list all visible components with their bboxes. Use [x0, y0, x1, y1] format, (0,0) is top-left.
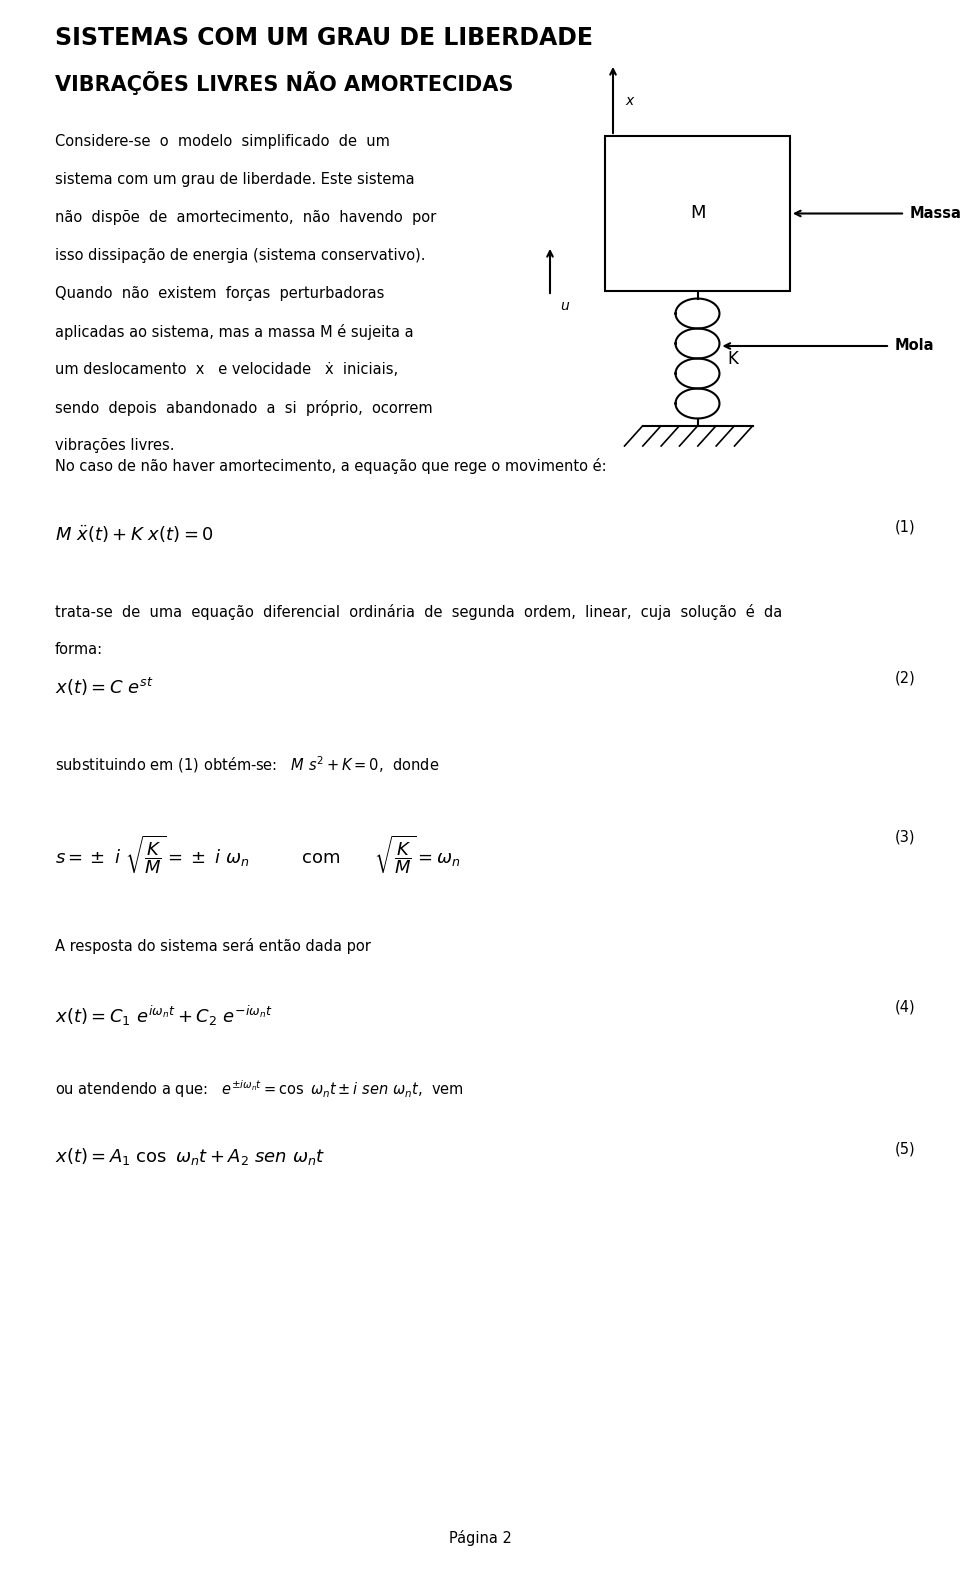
- Text: forma:: forma:: [55, 641, 103, 657]
- Text: $x(t) = A_1\ \cos\ \omega_n t + A_2\ \mathit{sen}\ \omega_n t$: $x(t) = A_1\ \cos\ \omega_n t + A_2\ \ma…: [55, 1146, 325, 1166]
- Text: um deslocamento  x   e velocidade   ẋ  iniciais,: um deslocamento x e velocidade ẋ iniciai…: [55, 362, 398, 377]
- Text: Página 2: Página 2: [448, 1530, 512, 1546]
- Text: (2): (2): [895, 671, 915, 686]
- Text: Mola: Mola: [895, 339, 934, 353]
- Text: substituindo em (1) obtém-se:   $M\ s^2 + K = 0$,  donde: substituindo em (1) obtém-se: $M\ s^2 + …: [55, 753, 440, 775]
- Text: sistema com um grau de liberdade. Este sistema: sistema com um grau de liberdade. Este s…: [55, 172, 415, 188]
- Text: ou atendendo a que:   $e^{\pm i\omega_n t} = \cos\ \omega_n t \pm i\ \mathit{sen: ou atendendo a que: $e^{\pm i\omega_n t}…: [55, 1078, 464, 1100]
- Text: x: x: [625, 95, 634, 109]
- Text: SISTEMAS COM UM GRAU DE LIBERDADE: SISTEMAS COM UM GRAU DE LIBERDADE: [55, 25, 593, 50]
- Text: vibrações livres.: vibrações livres.: [55, 438, 175, 452]
- Text: $M\ \ddot{x}(t) + K\ x(t) = 0$: $M\ \ddot{x}(t) + K\ x(t) = 0$: [55, 523, 214, 545]
- Text: (4): (4): [895, 999, 915, 1013]
- Text: trata-se  de  uma  equação  diferencial  ordinária  de  segunda  ordem,  linear,: trata-se de uma equação diferencial ordi…: [55, 604, 782, 619]
- Text: A resposta do sistema será então dada por: A resposta do sistema será então dada po…: [55, 938, 371, 953]
- Text: No caso de não haver amortecimento, a equação que rege o movimento é:: No caso de não haver amortecimento, a eq…: [55, 459, 607, 474]
- Text: K: K: [728, 350, 738, 367]
- Text: isso dissipação de energia (sistema conservativo).: isso dissipação de energia (sistema cons…: [55, 247, 425, 263]
- Text: (1): (1): [895, 519, 915, 534]
- Text: $s = \pm\ i\ \sqrt{\dfrac{K}{M}} = \pm\ i\ \omega_n \qquad\quad \mathrm{com} \qq: $s = \pm\ i\ \sqrt{\dfrac{K}{M}} = \pm\ …: [55, 834, 461, 876]
- Bar: [605, 136, 790, 292]
- Text: sendo  depois  abandonado  a  si  próprio,  ocorrem: sendo depois abandonado a si próprio, oc…: [55, 400, 433, 416]
- Text: (5): (5): [895, 1141, 915, 1157]
- Text: VIBRAÇÕES LIVRES NÃO AMORTECIDAS: VIBRAÇÕES LIVRES NÃO AMORTECIDAS: [55, 71, 514, 95]
- Text: Quando  não  existem  forças  perturbadoras: Quando não existem forças perturbadoras: [55, 285, 384, 301]
- Text: u: u: [560, 299, 568, 314]
- Text: Massa: Massa: [910, 206, 960, 221]
- Text: M: M: [689, 205, 706, 222]
- Text: (3): (3): [895, 829, 915, 845]
- Text: $x(t) = C\ e^{st}$: $x(t) = C\ e^{st}$: [55, 676, 154, 698]
- Text: $x(t) = C_1\ e^{i\omega_n t} + C_2\ e^{-i\omega_n t}$: $x(t) = C_1\ e^{i\omega_n t} + C_2\ e^{-…: [55, 1004, 273, 1028]
- Text: Considere-se  o  modelo  simplificado  de  um: Considere-se o modelo simplificado de um: [55, 134, 390, 150]
- Text: não  dispõe  de  amortecimento,  não  havendo  por: não dispõe de amortecimento, não havendo…: [55, 210, 436, 225]
- Text: aplicadas ao sistema, mas a massa M é sujeita a: aplicadas ao sistema, mas a massa M é su…: [55, 325, 414, 340]
